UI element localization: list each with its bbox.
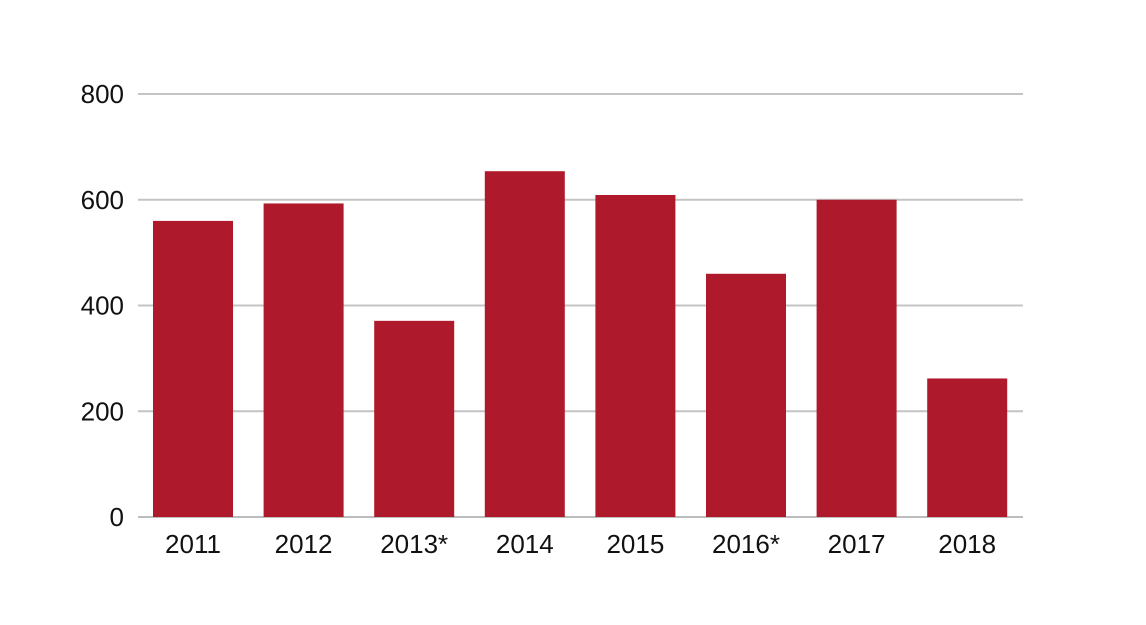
y-tick-label: 600 (81, 185, 124, 215)
bar-2011 (153, 220, 233, 517)
bar-2018 (927, 378, 1008, 517)
bar-2016-star (706, 273, 786, 517)
x-tick-label: 2016* (712, 529, 780, 559)
bar-2012 (263, 203, 344, 518)
x-tick-label: 2012 (275, 529, 333, 559)
bar-2015 (595, 194, 676, 517)
bar-2013-star (374, 320, 455, 517)
x-tick-label: 2011 (165, 529, 221, 559)
bar-2017 (816, 199, 897, 517)
y-tick-label: 200 (81, 396, 124, 426)
x-tick-label: 2013* (380, 529, 448, 559)
x-tick-label: 2017 (828, 529, 886, 559)
y-tick-label: 400 (81, 291, 124, 321)
y-tick-label: 800 (81, 79, 124, 109)
bars (153, 171, 1008, 518)
y-tick-label: 0 (110, 502, 124, 532)
x-tick-label: 2015 (606, 529, 664, 559)
x-tick-label: 2014 (496, 529, 554, 559)
x-tick-label: 2018 (938, 529, 996, 559)
y-axis-ticks: 0 200 400 600 800 (81, 79, 124, 532)
x-axis-ticks: 2011 2012 2013* 2014 2015 2016* 2017 2018 (165, 529, 996, 559)
bar-2014 (484, 171, 565, 517)
